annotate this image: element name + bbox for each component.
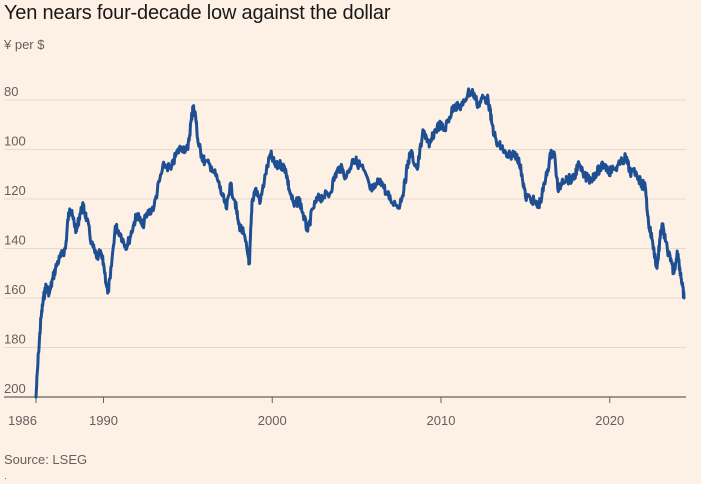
y-tick-label: 120 <box>4 183 26 198</box>
gridlines <box>4 99 686 398</box>
series-line-yen-per-dollar <box>34 87 686 399</box>
x-tick-label: 2010 <box>427 413 456 428</box>
source-note: Source: LSEG <box>4 452 88 467</box>
y-axis-ticks: 80 100 120 140 160 180 200 <box>4 84 26 396</box>
x-tick-label: 1990 <box>89 413 118 428</box>
x-tick-label: 2000 <box>258 413 287 428</box>
y-tick-label: 80 <box>4 84 18 99</box>
y-tick-label: 180 <box>4 332 26 347</box>
x-tick-label: 2020 <box>595 413 624 428</box>
y-axis-unit-label: ¥ per $ <box>4 37 45 52</box>
y-tick-label: 100 <box>4 134 26 149</box>
x-tick-label: 1986 <box>8 413 37 428</box>
x-axis-ticks: 1986 1990 2000 2010 2020 <box>8 397 624 428</box>
y-tick-label: 140 <box>4 233 26 248</box>
chart-title: Yen nears four-decade low against the do… <box>4 2 391 24</box>
footnote-mark: · <box>4 473 7 483</box>
y-tick-label: 160 <box>4 282 26 297</box>
y-tick-label: 200 <box>4 381 26 396</box>
